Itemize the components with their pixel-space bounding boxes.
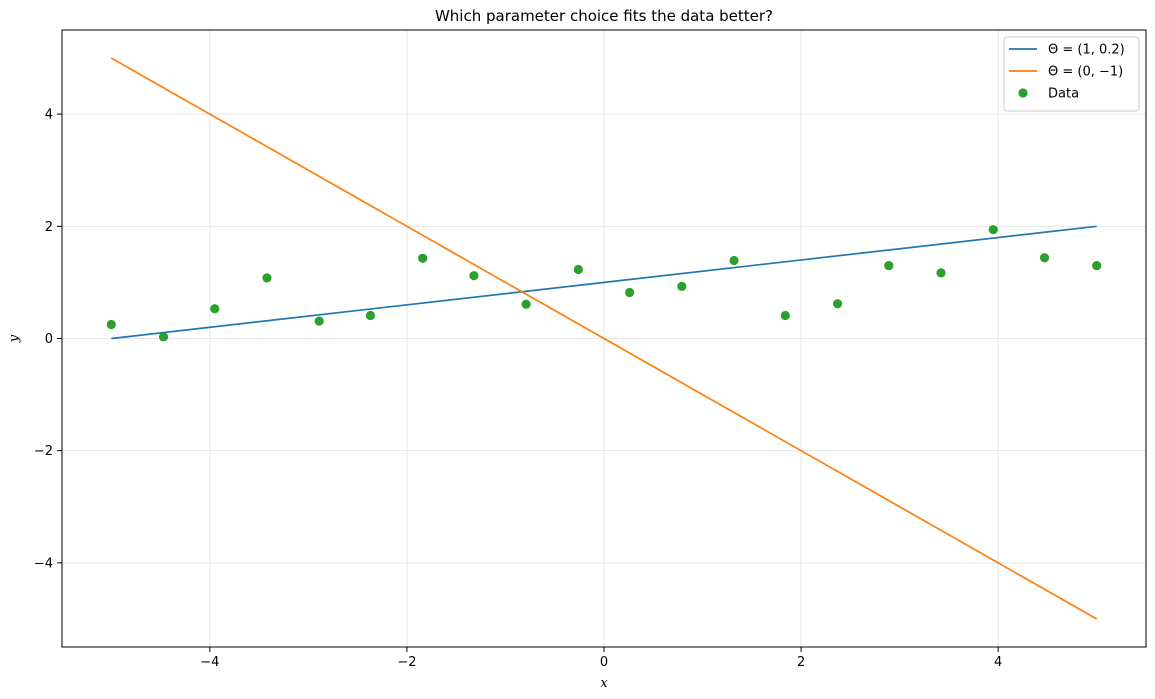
x-tick-label: −4 bbox=[200, 655, 219, 670]
data-point bbox=[729, 255, 739, 266]
x-axis-label: x bbox=[600, 676, 608, 691]
data-point bbox=[314, 316, 324, 326]
data-point bbox=[1092, 260, 1102, 271]
series-line-0 bbox=[111, 225, 1097, 340]
x-tick-label: 4 bbox=[994, 655, 1002, 670]
data-point bbox=[677, 281, 687, 291]
data-point bbox=[832, 299, 843, 309]
y-tick-label: 0 bbox=[45, 332, 53, 347]
y-tick-label: 4 bbox=[45, 108, 53, 123]
data-point bbox=[780, 310, 790, 321]
data-point bbox=[418, 253, 428, 263]
data-point bbox=[1039, 253, 1050, 263]
data-point bbox=[573, 264, 583, 275]
data-point bbox=[884, 260, 894, 271]
plot-area bbox=[106, 57, 1102, 620]
y-axis-label: y bbox=[7, 334, 22, 343]
data-point bbox=[936, 268, 946, 278]
legend: Θ = (1, 0.2) Θ = (0, −1) Data bbox=[1003, 36, 1140, 112]
grid bbox=[62, 30, 1146, 647]
data-point bbox=[469, 271, 479, 281]
y-axis: −4 −2 0 2 4 bbox=[34, 108, 62, 571]
y-tick-label: −4 bbox=[34, 556, 53, 571]
chart-title: Which parameter choice fits the data bet… bbox=[435, 7, 773, 25]
data-point bbox=[158, 332, 169, 342]
data-point bbox=[625, 287, 635, 298]
x-axis: −4 −2 0 2 4 bbox=[200, 647, 1002, 670]
legend-swatch-marker bbox=[1018, 88, 1028, 98]
data-point bbox=[106, 319, 116, 330]
x-tick-label: 2 bbox=[797, 655, 805, 670]
legend-label: Θ = (1, 0.2) bbox=[1048, 43, 1125, 58]
x-tick-label: −2 bbox=[397, 655, 416, 670]
x-tick-label: 0 bbox=[600, 655, 608, 670]
series-line-1 bbox=[110, 57, 1098, 620]
legend-label: Θ = (0, −1) bbox=[1048, 65, 1123, 80]
data-point bbox=[521, 299, 531, 309]
y-tick-label: 2 bbox=[45, 220, 53, 235]
data-point bbox=[365, 310, 376, 321]
data-point bbox=[988, 225, 998, 235]
legend-box bbox=[1003, 36, 1140, 112]
data-point bbox=[210, 304, 220, 314]
y-tick-label: −2 bbox=[34, 444, 53, 459]
legend-label: Data bbox=[1048, 87, 1079, 102]
data-point bbox=[262, 273, 272, 283]
